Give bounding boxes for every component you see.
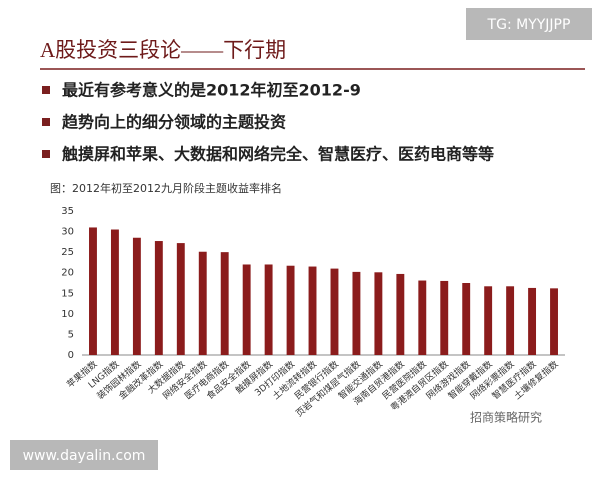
bar [110,229,119,355]
bullet: 触摸屏和苹果、大数据和网络完全、智慧医疗、医药电商等等 [61,145,494,164]
bar [220,252,229,355]
bar [286,265,295,355]
footer-url: www.dayalin.com [23,448,146,464]
y-tick-label: 35 [61,206,74,217]
bar [89,227,97,355]
bar [352,271,361,355]
url-box [10,440,158,470]
watermark-box [466,8,592,40]
bar [132,237,141,355]
bar [462,283,471,355]
y-tick-label: 15 [61,288,74,299]
bar [440,280,449,355]
bar [198,251,207,355]
bar [374,272,383,355]
y-tick-label: 20 [61,268,74,279]
bar [330,268,339,355]
y-tick-label: 30 [61,227,74,238]
bar [264,264,273,355]
bar [550,288,558,355]
bar [528,287,537,355]
watermark: TG: MYYJJPP [487,17,571,33]
bar [176,243,185,355]
bar [418,280,427,355]
slide-title: A股投资三段论——下行期 [40,38,286,62]
bar [154,241,163,355]
y-tick-label: 0 [68,350,74,361]
bullet: 最近有参考意义的是2012年初至2012-9 [62,81,361,100]
chart-title: 图：2012年初至2012九月阶段主题收益率排名 [50,181,282,195]
bullet-square [42,86,50,94]
bar [506,286,515,355]
y-tick-label: 10 [61,309,74,320]
bullet: 趋势向上的细分领域的主题投资 [62,113,286,132]
bullet-square [42,150,50,158]
bullet-square [42,118,50,126]
bar [242,264,251,355]
y-tick-label: 25 [61,247,74,258]
bar [396,273,405,355]
y-tick-label: 5 [68,329,74,340]
bar [484,286,493,355]
bar [308,266,317,355]
logo: 招商策略研究 [470,410,542,425]
